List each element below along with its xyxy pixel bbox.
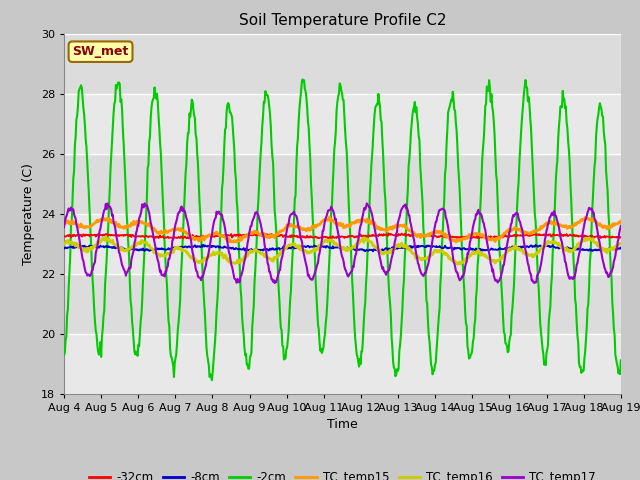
X-axis label: Time: Time <box>327 418 358 431</box>
Bar <box>64 34 621 94</box>
Bar <box>64 274 621 334</box>
Bar <box>64 334 621 394</box>
Bar <box>64 94 621 154</box>
Text: SW_met: SW_met <box>72 45 129 58</box>
Title: Soil Temperature Profile C2: Soil Temperature Profile C2 <box>239 13 446 28</box>
Legend: -32cm, -8cm, -2cm, TC_temp15, TC_temp16, TC_temp17: -32cm, -8cm, -2cm, TC_temp15, TC_temp16,… <box>84 466 600 480</box>
Bar <box>64 214 621 274</box>
Bar <box>64 154 621 214</box>
Y-axis label: Temperature (C): Temperature (C) <box>22 163 35 264</box>
